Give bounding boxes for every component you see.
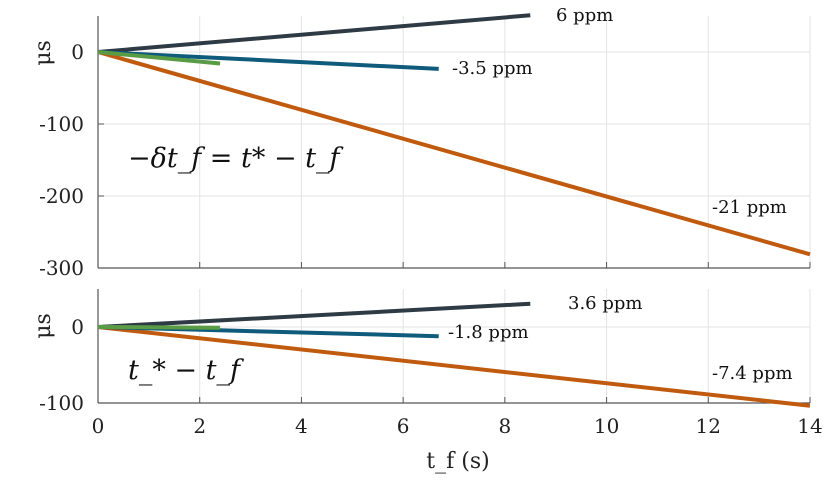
bottom-series-label: 3.6 ppm [568,293,642,314]
x-tick-label: 12 [696,414,721,438]
bottom-series-line--7.4ppm [97,325,811,408]
bottom-series-label: -1.8 ppm [448,322,529,343]
top-tick-labels: 0 -100 -200 -300 [39,40,84,280]
bottom-series-line-unlabeled [97,325,221,330]
top-panel: 0 -100 -200 -300 6 ppm -3.5 ppm -21 ppm μs −δ… [31,5,811,280]
bottom-series-label: -7.4 ppm [712,363,793,384]
x-axis-title: t_f (s) [426,449,489,474]
x-tick-label: 0 [92,414,105,438]
bottom-tick-labels: 0 -100 0 2 4 6 8 10 12 14 [39,315,823,438]
top-series-label: -3.5 ppm [452,58,533,79]
top-series-label: -21 ppm [712,197,787,218]
bottom-series [97,301,811,408]
top-equation: −δt_f = t* − t_f [128,143,343,174]
x-tick-label: 14 [797,414,822,438]
bottom-panel: 0 -100 0 2 4 6 8 10 12 14 3.6 ppm -1.8 ppm -7.4 ppm… [31,289,823,474]
bottom-y-tick-label: 0 [71,315,84,339]
bottom-annotations: 3.6 ppm -1.8 ppm -7.4 ppm [448,293,793,384]
top-series [97,13,811,257]
top-grid [97,16,811,269]
top-y-tick-label: 0 [71,40,84,64]
bottom-series-line-3.6ppm [97,301,531,329]
top-series-line-unlabeled [97,50,221,66]
top-y-tick-label: -200 [39,184,84,208]
top-axes [97,16,811,269]
top-y-tick-label: -100 [39,112,84,136]
x-tick-label: 8 [498,414,511,438]
bottom-y-tick-label: -100 [39,391,84,415]
x-tick-label: 6 [397,414,410,438]
bottom-axes [97,289,811,404]
top-series-line--3.5ppm [97,50,439,71]
bottom-equation: t_* − t_f [128,355,244,386]
top-series-line-6ppm [97,13,531,54]
x-tick-label: 2 [193,414,206,438]
top-series-label: 6 ppm [556,5,613,26]
top-series-line--21ppm [97,50,811,257]
bottom-ylabel: μs [31,313,56,339]
x-tick-label: 10 [594,414,619,438]
x-tick-label: 4 [295,414,308,438]
top-y-tick-label: -300 [39,256,84,280]
top-ylabel: μs [31,40,56,66]
top-annotations: 6 ppm -3.5 ppm -21 ppm [452,5,787,218]
